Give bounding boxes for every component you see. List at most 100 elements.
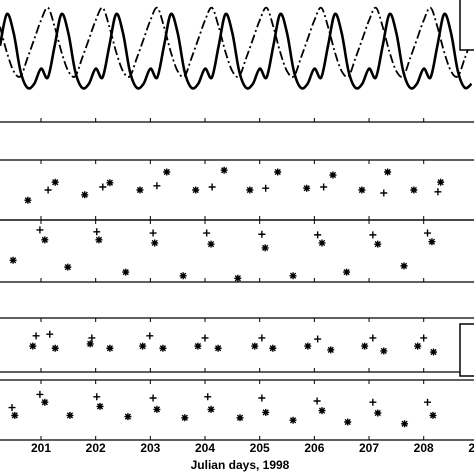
- x-tick-label: 205: [250, 441, 270, 455]
- point: [369, 334, 377, 342]
- line-series: [0, 12, 473, 90]
- point: [192, 186, 200, 194]
- point: [437, 178, 445, 186]
- point: [430, 348, 438, 356]
- x-tick-label: 207: [359, 441, 379, 455]
- point: [51, 344, 59, 352]
- point: [86, 340, 94, 348]
- point: [374, 240, 382, 248]
- x-axis-label: Julian days, 1998: [191, 458, 290, 472]
- point: [106, 344, 114, 352]
- point: [410, 186, 418, 194]
- point: [289, 272, 297, 280]
- point: [361, 342, 369, 350]
- point: [313, 397, 321, 405]
- point: [124, 413, 132, 421]
- point: [93, 393, 101, 401]
- point: [99, 183, 107, 191]
- point: [303, 184, 311, 192]
- point: [32, 332, 40, 340]
- point: [318, 407, 326, 415]
- point: [153, 182, 161, 190]
- point: [262, 184, 270, 192]
- point: [29, 342, 37, 350]
- point: [64, 263, 72, 271]
- point: [424, 398, 432, 406]
- point: [41, 236, 49, 244]
- point: [327, 346, 335, 354]
- point: [46, 330, 54, 338]
- point: [400, 262, 408, 270]
- x-tick-label: 208: [414, 441, 434, 455]
- point: [274, 168, 282, 176]
- point: [9, 256, 17, 264]
- point: [201, 334, 209, 342]
- point: [344, 418, 352, 426]
- legend-box: [459, 0, 474, 51]
- point: [214, 344, 222, 352]
- point: [96, 402, 104, 410]
- point: [384, 168, 392, 176]
- point: [429, 411, 437, 419]
- point: [380, 347, 388, 355]
- point: [204, 393, 212, 401]
- point: [262, 408, 270, 416]
- legend-box: [459, 323, 474, 377]
- point: [343, 268, 351, 276]
- point: [8, 404, 16, 412]
- point: [24, 196, 32, 204]
- point: [314, 335, 322, 343]
- point: [149, 394, 157, 402]
- point: [93, 228, 101, 236]
- point: [428, 238, 436, 246]
- point: [122, 268, 130, 276]
- x-tick-label: 209: [468, 441, 474, 455]
- point: [420, 334, 428, 342]
- point: [234, 274, 242, 282]
- point: [258, 394, 266, 402]
- point: [369, 231, 377, 239]
- point: [88, 334, 96, 342]
- point: [153, 405, 161, 413]
- point: [401, 420, 409, 428]
- x-tick-label: 201: [31, 441, 51, 455]
- point: [106, 179, 114, 187]
- point: [44, 186, 52, 194]
- point: [95, 236, 103, 244]
- point: [11, 411, 19, 419]
- point: [146, 332, 154, 340]
- point: [304, 342, 312, 350]
- point: [289, 416, 297, 424]
- point: [207, 405, 215, 413]
- point: [358, 186, 366, 194]
- point: [269, 344, 277, 352]
- point: [380, 189, 388, 197]
- point: [424, 229, 432, 237]
- point: [369, 398, 377, 406]
- point: [261, 244, 269, 252]
- x-tick-label: 206: [304, 441, 324, 455]
- point: [136, 186, 144, 194]
- x-tick-label: 204: [195, 441, 215, 455]
- point: [258, 334, 266, 342]
- point: [320, 183, 328, 191]
- x-tick-label: 202: [86, 441, 106, 455]
- point: [179, 272, 187, 280]
- point: [41, 398, 49, 406]
- point: [149, 229, 157, 237]
- point: [314, 231, 322, 239]
- point: [66, 411, 74, 419]
- point: [36, 226, 44, 234]
- point: [329, 171, 337, 179]
- point: [151, 239, 159, 247]
- point: [36, 390, 44, 398]
- point: [434, 188, 442, 196]
- point: [194, 342, 202, 350]
- point: [258, 230, 266, 238]
- point: [246, 186, 254, 194]
- point: [81, 191, 89, 199]
- point: [139, 342, 147, 350]
- point: [51, 178, 59, 186]
